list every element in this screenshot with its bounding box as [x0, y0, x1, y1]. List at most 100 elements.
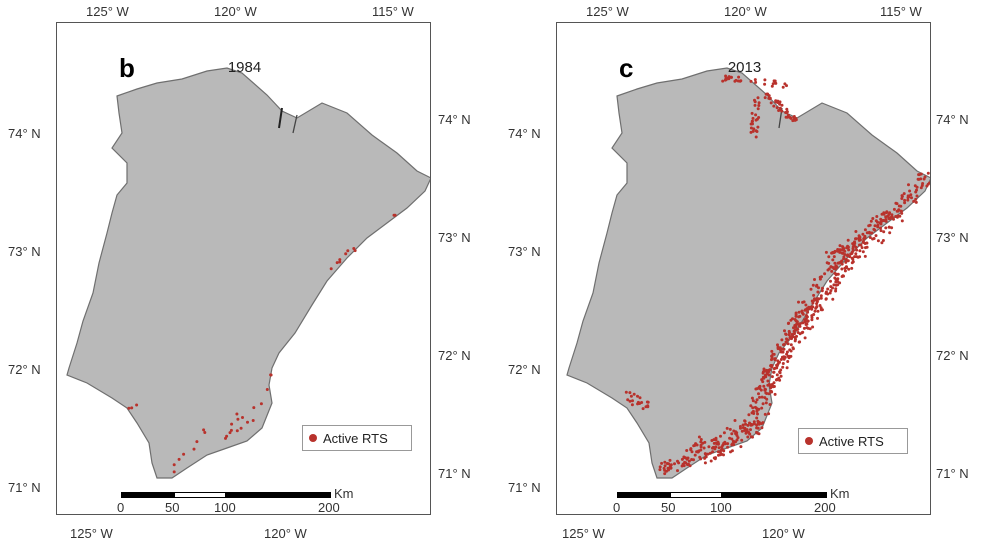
rts-point	[761, 402, 765, 406]
rts-point	[757, 104, 761, 107]
rts-point	[848, 255, 852, 259]
rts-point	[791, 119, 795, 123]
rts-point	[801, 330, 805, 334]
rts-point	[810, 316, 814, 319]
rts-point	[846, 245, 850, 249]
rts-point	[890, 226, 894, 230]
rts-point	[847, 248, 851, 252]
rts-point	[733, 419, 737, 422]
rts-point	[778, 102, 782, 106]
rts-point	[914, 190, 918, 194]
rts-point	[779, 374, 783, 378]
rts-point	[719, 434, 722, 438]
rts-point	[842, 257, 846, 261]
rts-point	[767, 392, 771, 396]
rts-point	[782, 343, 785, 347]
rts-point	[192, 447, 196, 451]
rts-point	[741, 423, 745, 427]
rts-point	[673, 462, 676, 466]
rts-point	[638, 396, 642, 400]
rts-point	[753, 103, 757, 107]
rts-point	[699, 448, 703, 452]
rts-point	[774, 81, 778, 85]
rts-point	[908, 189, 912, 193]
lat-label-right: 74° N	[936, 112, 969, 127]
scale-bar	[121, 492, 331, 498]
rts-point	[747, 413, 751, 417]
rts-point	[845, 259, 848, 263]
rts-point	[820, 289, 824, 293]
rts-point	[756, 96, 760, 100]
lat-label-right: 72° N	[438, 348, 471, 363]
rts-point	[803, 320, 807, 324]
banks-island-shape	[566, 67, 930, 479]
rts-point	[840, 259, 844, 263]
rts-point	[726, 445, 730, 449]
rts-point	[658, 468, 662, 472]
rts-point	[833, 276, 837, 280]
rts-point	[229, 428, 233, 432]
rts-point	[730, 432, 734, 436]
rts-point	[840, 262, 844, 266]
rts-point	[757, 116, 761, 119]
rts-point	[713, 447, 717, 451]
rts-point	[730, 75, 733, 79]
rts-point	[732, 429, 736, 433]
rts-point	[915, 194, 919, 198]
rts-point	[740, 438, 744, 442]
rts-point	[868, 236, 872, 239]
rts-point	[797, 340, 801, 344]
rts-point	[784, 115, 788, 119]
rts-point	[770, 84, 774, 88]
rts-point	[864, 246, 867, 250]
rts-point	[676, 469, 679, 473]
rts-point	[826, 292, 830, 296]
rts-point	[785, 107, 789, 111]
rts-point	[628, 399, 632, 403]
rts-point	[756, 431, 759, 435]
rts-point	[850, 261, 854, 265]
rts-point	[902, 192, 906, 196]
rts-point	[693, 453, 697, 457]
rts-point	[831, 258, 835, 262]
rts-point	[843, 249, 847, 253]
rts-point	[865, 241, 869, 245]
rts-point	[813, 278, 816, 281]
rts-point	[202, 428, 206, 432]
rts-point	[685, 457, 689, 461]
rts-point	[749, 428, 752, 432]
rts-point	[722, 431, 726, 435]
rts-point	[702, 446, 706, 450]
rts-point	[831, 297, 835, 301]
rts-point	[737, 75, 741, 79]
rts-point	[751, 116, 755, 120]
rts-point	[717, 446, 721, 450]
rts-point	[879, 229, 883, 233]
rts-point	[838, 244, 842, 248]
rts-point	[805, 326, 809, 330]
rts-point	[768, 96, 772, 100]
rts-point	[836, 283, 840, 287]
rts-point	[831, 286, 834, 290]
rts-point	[754, 400, 758, 404]
rts-point	[832, 283, 836, 287]
rts-point	[796, 322, 800, 326]
rts-point	[858, 235, 862, 239]
banks-island-shape	[66, 67, 430, 479]
lon-label-bottom: 120° W	[264, 526, 307, 541]
rts-point	[909, 193, 913, 197]
rts-point	[774, 378, 778, 382]
rts-point	[896, 209, 900, 213]
rts-point	[770, 354, 774, 358]
rts-point	[195, 440, 199, 444]
rts-point	[712, 438, 716, 442]
rts-point	[900, 219, 904, 223]
rts-point	[898, 214, 902, 218]
rts-point	[834, 287, 838, 291]
rts-point	[251, 419, 255, 422]
rts-point	[794, 328, 798, 332]
rts-point	[835, 265, 839, 269]
rts-point	[910, 196, 913, 200]
rts-point	[881, 239, 885, 242]
rts-point	[816, 290, 820, 294]
